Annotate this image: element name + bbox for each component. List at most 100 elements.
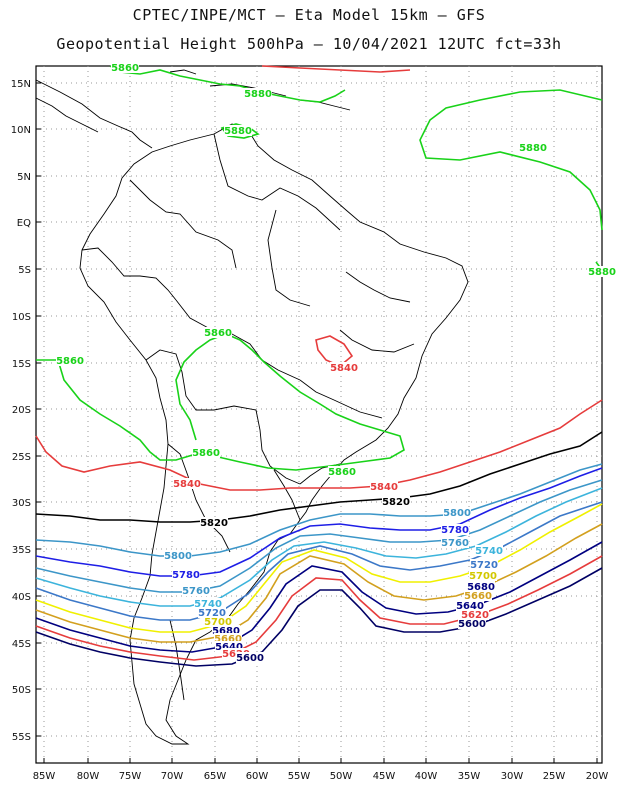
contour-label: 5860 bbox=[192, 448, 220, 459]
contour-label: 5740 bbox=[475, 546, 503, 557]
contour-label-bg bbox=[198, 607, 226, 618]
axis-ticks: 15N 10N 5N EQ 5S 10S 15S 20S 25S 30S 35S 40S 45S 50S 5… bbox=[11, 79, 609, 782]
lat-tick-label: 35S bbox=[12, 545, 31, 556]
contour-label-bg bbox=[200, 517, 228, 528]
contour-label: 5700 bbox=[469, 571, 497, 582]
contour-label: 5800 bbox=[164, 551, 192, 562]
contour-5700 bbox=[35, 503, 603, 633]
chart-title-line1: CPTEC/INPE/MCT – Eta Model 15km – GFS bbox=[132, 6, 486, 24]
contour-label: 5760 bbox=[441, 538, 469, 549]
contour-label: 5880 bbox=[588, 267, 616, 278]
contour-label-bg bbox=[456, 600, 484, 611]
contour-5820 bbox=[35, 431, 603, 523]
contour-label: 5820 bbox=[382, 497, 410, 508]
contour-label-bg bbox=[441, 537, 469, 548]
contours bbox=[35, 65, 603, 667]
lon-tick-label: 50W bbox=[330, 771, 353, 782]
contour-label-bg bbox=[56, 355, 84, 366]
lon-tick-label: 30W bbox=[501, 771, 524, 782]
contour-label: 5700 bbox=[204, 617, 232, 628]
contour-5600 bbox=[35, 567, 603, 667]
lat-tick-label: 10S bbox=[12, 312, 31, 323]
contour-label: 5720 bbox=[198, 608, 226, 619]
lat-tick-label: 10N bbox=[11, 125, 31, 136]
lon-tick-label: 55W bbox=[288, 771, 311, 782]
contour-label-bg bbox=[111, 62, 139, 73]
contour-5760 bbox=[35, 479, 603, 593]
contour-label-bg bbox=[519, 142, 547, 153]
contour-label-bg bbox=[382, 496, 410, 507]
contour-5880-north bbox=[109, 65, 346, 103]
contour-5840-top bbox=[261, 65, 411, 73]
contour-label-bg bbox=[328, 466, 356, 477]
contour-label-bg bbox=[192, 447, 220, 458]
contour-label: 5840 bbox=[330, 363, 358, 374]
contour-5740 bbox=[35, 487, 603, 607]
lat-tick-label: 55S bbox=[12, 732, 31, 743]
contour-label: 5680 bbox=[467, 582, 495, 593]
contour-label: 5860 bbox=[111, 63, 139, 74]
graticule bbox=[36, 66, 602, 763]
contour-label: 5660 bbox=[214, 634, 242, 645]
contour-label-bg bbox=[441, 524, 469, 535]
contour-label-bg bbox=[469, 570, 497, 581]
chart-title-line2: Geopotential Height 500hPa – 10/04/2021 … bbox=[56, 35, 562, 53]
contour-label: 5760 bbox=[182, 586, 210, 597]
contour-label: 5860 bbox=[328, 467, 356, 478]
lat-tick-label: 40S bbox=[12, 592, 31, 603]
contour-label-bg bbox=[224, 125, 252, 136]
contour-label-bg bbox=[464, 590, 492, 601]
lon-tick-label: 70W bbox=[161, 771, 184, 782]
contour-label-bg bbox=[461, 609, 489, 620]
contour-label-bg bbox=[458, 618, 486, 629]
contour-label-bg bbox=[443, 507, 471, 518]
contour-label: 5880 bbox=[224, 126, 252, 137]
lat-tick-label: 20S bbox=[12, 405, 31, 416]
contour-label: 5780 bbox=[172, 570, 200, 581]
contour-5800 bbox=[35, 463, 603, 557]
contour-label-bg bbox=[215, 641, 243, 652]
contour-label-bg bbox=[204, 327, 232, 338]
contour-5860-main bbox=[57, 333, 405, 471]
lon-tick-label: 25W bbox=[543, 771, 566, 782]
lon-tick-label: 20W bbox=[586, 771, 609, 782]
contour-label: 5860 bbox=[56, 356, 84, 367]
contour-label: 5820 bbox=[200, 518, 228, 529]
contour-label-bg bbox=[330, 362, 358, 373]
contour-label-bg bbox=[194, 598, 222, 609]
contour-label-bg bbox=[244, 88, 272, 99]
contour-label: 5800 bbox=[443, 508, 471, 519]
lat-tick-label: 50S bbox=[12, 685, 31, 696]
contour-label: 5640 bbox=[215, 642, 243, 653]
contour-label-bg bbox=[204, 616, 232, 627]
contour-5880-east bbox=[419, 89, 603, 231]
contour-5620 bbox=[35, 555, 603, 661]
contour-label: 5620 bbox=[461, 610, 489, 621]
lat-tick-label: 15N bbox=[11, 79, 31, 90]
contour-label-bg bbox=[370, 481, 398, 492]
lon-tick-label: 65W bbox=[204, 771, 227, 782]
lon-tick-label: 80W bbox=[77, 771, 100, 782]
contour-label-bg bbox=[236, 652, 264, 663]
lon-tick-label: 45W bbox=[373, 771, 396, 782]
contour-label: 5740 bbox=[194, 599, 222, 610]
lat-tick-label: 30S bbox=[12, 498, 31, 509]
contour-label-bg bbox=[467, 581, 495, 592]
lat-tick-label: 15S bbox=[12, 359, 31, 370]
contour-label: 5600 bbox=[236, 653, 264, 664]
contour-label-bg bbox=[172, 569, 200, 580]
contour-label: 5720 bbox=[470, 560, 498, 571]
contour-label: 5880 bbox=[519, 143, 547, 154]
lon-tick-label: 60W bbox=[246, 771, 269, 782]
lon-tick-label: 75W bbox=[119, 771, 142, 782]
lat-tick-label: 5S bbox=[18, 265, 31, 276]
contour-label-bg bbox=[182, 585, 210, 596]
lat-tick-label: 5N bbox=[17, 172, 31, 183]
contour-label: 5860 bbox=[204, 328, 232, 339]
lat-tick-label: 45S bbox=[12, 639, 31, 650]
contour-label: 5880 bbox=[244, 89, 272, 100]
contour-label: 5780 bbox=[441, 525, 469, 536]
lon-tick-label: 40W bbox=[415, 771, 438, 782]
lat-tick-label: EQ bbox=[17, 218, 31, 229]
